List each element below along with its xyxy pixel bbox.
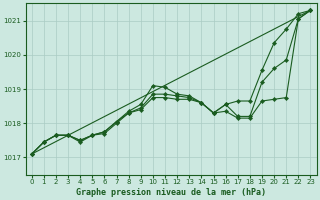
X-axis label: Graphe pression niveau de la mer (hPa): Graphe pression niveau de la mer (hPa) xyxy=(76,188,266,197)
